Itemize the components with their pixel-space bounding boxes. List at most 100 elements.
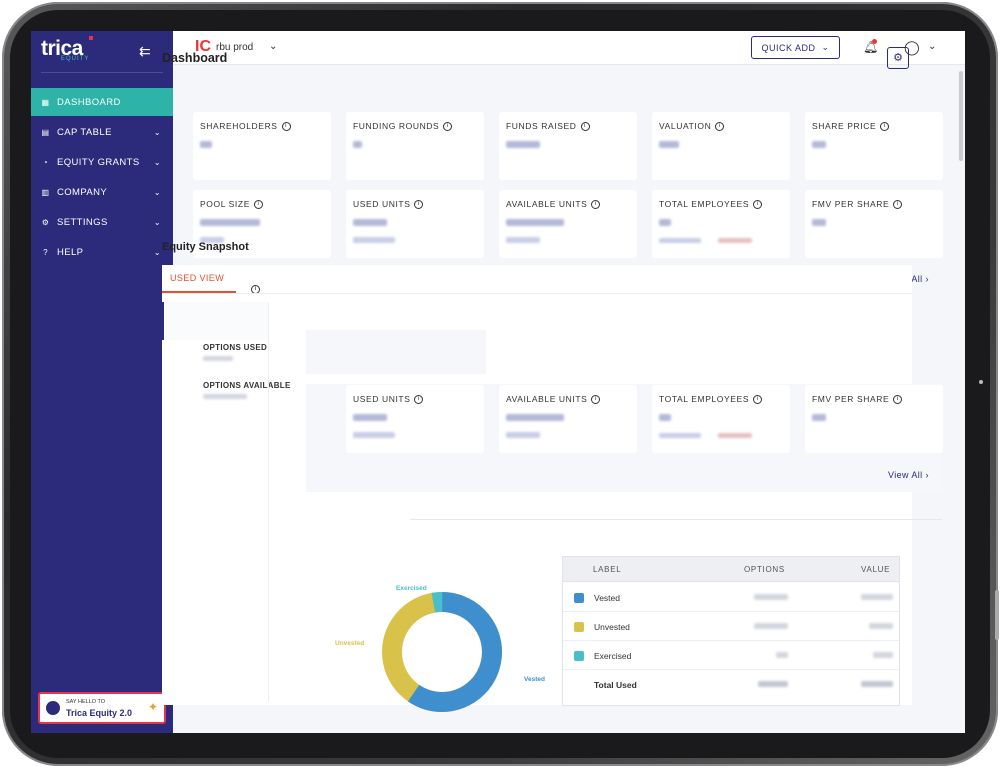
color-swatch [574, 622, 584, 632]
card-fmv-per-share-2: FMV PER SHARE i [805, 385, 943, 453]
blurred-value [812, 141, 826, 148]
collapse-sidebar-icon[interactable]: ⇇ [139, 43, 151, 59]
scrollbar[interactable] [959, 71, 963, 161]
blurred-subvalue [718, 238, 752, 243]
promo-line1: SAY HELLO TO [66, 699, 106, 705]
col-header-label: LABEL [593, 565, 622, 574]
blurred-value [203, 356, 233, 361]
blurred-value [506, 141, 540, 148]
sidebar-item-label: CAP TABLE [57, 126, 112, 138]
donut-slice-exercised[interactable] [382, 592, 502, 712]
building-icon: ▥ [41, 187, 50, 197]
sidebar-item-dashboard[interactable]: ▦ DASHBOARD [31, 88, 173, 116]
table-row[interactable]: Unvested [563, 612, 899, 641]
sidebar-item-label: DASHBOARD [57, 96, 121, 108]
gear-icon: ⚙ [41, 217, 50, 227]
row-label: Vested [594, 593, 620, 603]
color-swatch [574, 651, 584, 661]
app-logo[interactable]: trica [41, 37, 83, 60]
info-icon[interactable]: i [443, 122, 453, 132]
blurred-subvalue [200, 237, 224, 243]
globe-icon [46, 701, 60, 715]
logo-dot [89, 36, 93, 40]
card-funding-rounds: FUNDING ROUNDS i [346, 112, 484, 180]
sidebar-item-settings[interactable]: ⚙ SETTINGS ⌄ [31, 208, 173, 236]
blurred-value [200, 141, 212, 148]
blurred-value [659, 141, 679, 148]
donut-label-unvested: Unvested [335, 640, 365, 647]
sidebar-item-label: EQUITY GRANTS [57, 156, 140, 168]
pie-icon: ◔ [42, 157, 49, 167]
info-icon[interactable]: i [281, 122, 291, 132]
info-icon[interactable]: i [880, 122, 890, 132]
settings-gear-icon[interactable]: ⚙ [887, 47, 909, 69]
info-icon[interactable]: i [253, 200, 263, 210]
info-icon[interactable]: i [591, 200, 601, 210]
sidebar-item-equity-grants[interactable]: ◔ EQUITY GRANTS ⌄ [31, 148, 173, 176]
chevron-down-icon[interactable]: ⌄ [269, 41, 278, 52]
sidebar-item-cap-table[interactable]: ▤ CAP TABLE ⌄ [31, 118, 173, 146]
row-label: Unvested [594, 622, 630, 632]
donut-label-vested: Vested [524, 676, 545, 683]
blurred-value [203, 394, 247, 399]
info-icon[interactable]: i [893, 395, 903, 405]
blurred-value [812, 414, 826, 421]
color-swatch [574, 593, 584, 603]
divider [410, 519, 942, 520]
total-label: Total Used [594, 680, 637, 690]
blurred-value [861, 681, 893, 687]
active-tab-indicator [162, 291, 236, 293]
blurred-value [506, 414, 564, 421]
blurred-value [353, 219, 387, 226]
info-icon[interactable]: i [414, 395, 424, 405]
info-icon[interactable]: i [753, 200, 763, 210]
blurred-value [812, 219, 826, 226]
logo-subtitle: EQUITY [61, 56, 90, 62]
chevron-right-icon: › [925, 274, 929, 284]
side-tab-label: OPTIONS USED [203, 343, 268, 352]
chevron-down-icon[interactable]: ⌄ [928, 41, 937, 52]
table-row[interactable]: Vested [563, 583, 899, 612]
grid-icon: ▦ [41, 97, 50, 107]
info-icon[interactable]: i [591, 395, 601, 405]
table-row[interactable]: Exercised [563, 641, 899, 670]
view-all-link[interactable]: View All › [888, 470, 929, 480]
tab-used-view[interactable]: USED VIEW [170, 273, 225, 283]
info-icon[interactable]: i [753, 395, 763, 405]
blurred-value [659, 219, 671, 226]
company-name[interactable]: rbu prod [216, 42, 254, 53]
card-shareholders: SHAREHOLDERS i [193, 112, 331, 180]
card-funds-raised: FUNDS RAISED i [499, 112, 637, 180]
card-label: FMV PER SHARE [812, 199, 890, 209]
card-label: POOL SIZE [200, 199, 250, 209]
blurred-value [353, 141, 362, 148]
blurred-value [200, 219, 260, 226]
sidebar-item-label: COMPANY [57, 186, 108, 198]
card-pool-size: POOL SIZE i [193, 190, 331, 258]
promo-banner[interactable]: SAY HELLO TO Trica Equity 2.0 ✦ [38, 692, 166, 724]
info-icon[interactable]: i [414, 200, 424, 210]
top-bar: IC rbu prod ⌄ QUICK ADD ⌄ 🔔︎ ◯ ⌄ [173, 31, 965, 65]
chevron-down-icon: ⌄ [153, 247, 161, 257]
card-label: SHARE PRICE [812, 121, 877, 131]
card-available-units-2: AVAILABLE UNITS i [499, 385, 637, 453]
chevron-down-icon: ⌄ [153, 187, 161, 197]
quick-add-button[interactable]: QUICK ADD ⌄ [751, 36, 840, 59]
side-tab-options-used[interactable] [162, 302, 268, 340]
sidebar-item-label: SETTINGS [57, 216, 108, 228]
info-icon[interactable]: i [893, 200, 903, 210]
donut-label-exercised: Exercised [396, 585, 427, 592]
blurred-subvalue [718, 433, 752, 438]
chevron-down-icon: ⌄ [153, 127, 161, 137]
info-icon[interactable]: i [715, 122, 725, 132]
table-header: LABEL OPTIONS VALUE [563, 557, 899, 582]
section-title: Equity Snapshot [162, 241, 249, 253]
info-icon[interactable]: i [580, 122, 590, 132]
blurred-value [506, 219, 564, 226]
col-header-value: VALUE [861, 565, 891, 574]
sidebar: trica EQUITY ⇇ ▦ DASHBOARD ▤ CAP TABLE ⌄… [31, 31, 173, 733]
user-icon[interactable]: ◯ [904, 39, 920, 55]
side-tab-options-available[interactable]: OPTIONS AVAILABLE [203, 381, 291, 390]
sidebar-item-company[interactable]: ▥ COMPANY ⌄ [31, 178, 173, 206]
sidebar-item-help[interactable]: ? HELP ⌄ [31, 238, 173, 266]
